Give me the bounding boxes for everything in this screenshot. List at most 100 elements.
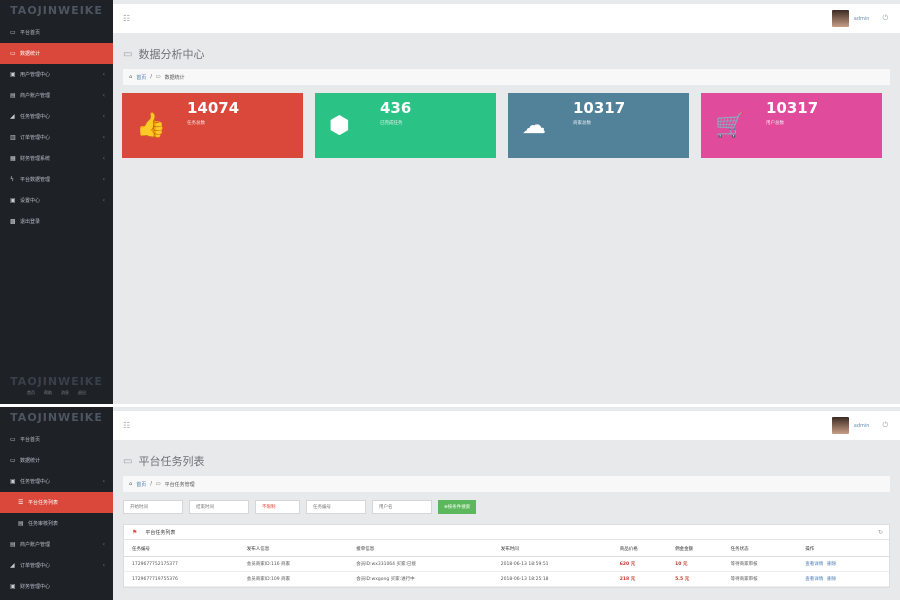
top-bar: ☷ admin ⏻ [113, 407, 900, 440]
sidebar-item[interactable]: ▤ 商户账户管理 ‹ [0, 534, 113, 555]
file-icon: ▦ [10, 155, 16, 162]
commission-value: 10 [675, 562, 682, 567]
sidebar-item[interactable]: ▣ 任务管理中心 ‹ [0, 471, 113, 492]
table-row: 1729677719755376 会员商家ID:109 商家 会员ID:wxgong… [124, 571, 889, 587]
sidebar-item[interactable]: ▥ 订单管理中心 ‹ [0, 127, 113, 148]
sidebar: TAOJINWEIKE ▭ 平台首页 ▭ 数据统计 ▣ 任务管理中心 ‹ ☰ 平台任务列表 ▤ 任务… [0, 407, 113, 600]
stat-card[interactable]: 👍 14074 任务总数 [122, 93, 303, 158]
filter-input[interactable]: 任务编号 [306, 500, 366, 514]
sidebar-item[interactable]: ▭ 数据统计 [0, 450, 113, 471]
dashboard-screenshot: TAOJINWEIKE ▭ 平台首页 ▭ 数据统计 ▣ 用户管理中心 ‹ ▤ 商户账户管理 ‹ ◢ 任… [0, 0, 900, 404]
power-icon[interactable]: ⏻ [882, 14, 888, 22]
bolt-icon: ϟ [10, 176, 14, 183]
avatar[interactable] [831, 417, 849, 434]
sidebar-item[interactable]: ☰ 平台任务列表 [0, 492, 113, 513]
main-content: ☷ admin ⏻ ▭ 数据分析中心 ⌂ 首页 / ▭ 数据统计 👍 14074 任… [113, 0, 900, 404]
sidebar-item[interactable]: ▭ 平台首页 [0, 22, 113, 43]
task-list-screenshot: TAOJINWEIKE ▭ 平台首页 ▭ 数据统计 ▣ 任务管理中心 ‹ ☰ 平台任务列表 ▤ 任务… [0, 407, 900, 600]
refresh-icon[interactable]: ↻ [877, 528, 883, 536]
username[interactable]: admin [853, 422, 870, 429]
stat-card[interactable]: ⬢ 436 已完成任务 [315, 93, 496, 158]
breadcrumb: ⌂ 首页 / ▭ 平台任务管理 [123, 476, 890, 492]
laptop-icon: ▭ [155, 74, 161, 80]
chart-icon: ▭ [10, 457, 16, 464]
sidebar-item[interactable]: ▭ 平台首页 [0, 429, 113, 450]
chevron-icon: ‹ [102, 134, 105, 141]
footer-link-logout[interactable]: 退出 [78, 390, 86, 395]
sidebar-item[interactable]: ◢ 订单管理中心 ‹ [0, 555, 113, 576]
sidebar-item-label: 数据统计 [20, 458, 41, 464]
user-area: admin ⏻ [831, 10, 888, 27]
username[interactable]: admin [853, 15, 870, 22]
table-header-bar: ⚑ 平台任务列表 ↻ [124, 525, 889, 540]
stat-card[interactable]: 🛒 10317 用户总数 [701, 93, 882, 158]
sidebar: TAOJINWEIKE ▭ 平台首页 ▭ 数据统计 ▣ 用户管理中心 ‹ ▤ 商户账户管理 ‹ ◢ 任… [0, 0, 113, 404]
sidebar-item[interactable]: ▣ 财务管理中心 [0, 576, 113, 597]
bar-chart-icon: ◢ [10, 113, 15, 120]
sidebar-item-label: 用户管理中心 [20, 72, 51, 78]
stat-cards: 👍 14074 任务总数 ⬢ 436 已完成任务 ☁ 10317 商家总数 🛒 10317 用户总数 [122, 93, 890, 158]
stat-label: 商家总数 [573, 121, 591, 126]
menu-toggle-icon[interactable]: ☷ [123, 421, 131, 430]
sidebar-nav: ▭ 平台首页 ▭ 数据统计 ▣ 用户管理中心 ‹ ▤ 商户账户管理 ‹ ◢ 任务管理中心 ‹ ▥ 订单管理中… [0, 22, 113, 232]
cloud-download-icon: ☁ [522, 111, 546, 139]
breadcrumb-current: 数据统计 [164, 74, 185, 81]
laptop-icon: ▭ [123, 455, 133, 467]
lock-icon: ▣ [10, 71, 16, 78]
price-value: 218 [619, 577, 630, 582]
sidebar-item[interactable]: ▣ 用户管理中心 ‹ [0, 64, 113, 85]
sidebar-item[interactable]: ▭ 数据统计 [0, 43, 113, 64]
chevron-icon: ‹ [102, 478, 105, 485]
search-button[interactable]: ⊕ 按条件搜索 [438, 500, 477, 514]
chart-icon: ▭ [10, 50, 16, 57]
breadcrumb-home[interactable]: 首页 [136, 74, 147, 81]
cell-time: 2018-06-13 18:25:18 [492, 571, 612, 587]
delete-link[interactable]: 删除 [827, 577, 837, 582]
sidebar-item-label: 退出登录 [20, 219, 41, 225]
server-icon: ▣ [10, 197, 16, 204]
filter-input[interactable]: 结束时间 [189, 500, 249, 514]
cell-publisher: 会员商家ID:109 商家 [238, 571, 349, 587]
sidebar-item[interactable]: ▣ 设置中心 ‹ [0, 190, 113, 211]
stat-card[interactable]: ☁ 10317 商家总数 [508, 93, 689, 158]
sidebar-item-label: 任务审核列表 [28, 521, 59, 527]
sidebar-item-label: 任务管理中心 [20, 114, 51, 120]
view-details-link[interactable]: 查看详情 [805, 577, 824, 582]
home-icon: ⌂ [129, 481, 133, 487]
sidebar-footer: TAOJINWEIKE 首页 帮助 消息 退出 [0, 375, 113, 396]
sidebar-item-label: 平台数据管理 [20, 177, 51, 183]
cell-price: 218 元 [611, 571, 668, 587]
sidebar-item[interactable]: ▩ 退出登录 [0, 211, 113, 232]
footer-link-messages[interactable]: 消息 [61, 390, 69, 395]
sidebar-item[interactable]: ◢ 任务管理中心 ‹ [0, 106, 113, 127]
cell-status: 等待商家审核 [722, 571, 798, 587]
sidebar-item[interactable]: ▤ 商户账户管理 ‹ [0, 85, 113, 106]
stat-label: 已完成任务 [380, 121, 403, 126]
cell-receiver: 会员ID:wx331064 买家:已接 [348, 556, 493, 572]
filter-input[interactable]: 开始时间 [123, 500, 183, 514]
breadcrumb-separator: / [150, 74, 152, 80]
sidebar-item[interactable]: ▤ 任务审核列表 [0, 513, 113, 534]
table-header-row: 任务编号 发布人信息 接单信息 发布时间 商品价格 佣金金额 任务状态 操作 [124, 540, 889, 557]
view-details-link[interactable]: 查看详情 [805, 562, 824, 567]
chevron-icon: ‹ [102, 113, 105, 120]
chevron-icon: ‹ [102, 71, 105, 78]
cell-actions: 查看详情 删除 [797, 571, 889, 587]
footer-brand-logo: TAOJINWEIKE [10, 375, 103, 388]
menu-toggle-icon[interactable]: ☷ [123, 14, 131, 23]
sidebar-item[interactable]: ▦ 财务管理系统 ‹ [0, 148, 113, 169]
server-icon: ▣ [10, 583, 16, 590]
filter-input[interactable]: 不限制 [255, 500, 300, 514]
stat-label: 任务总数 [187, 121, 205, 126]
cell-actions: 查看详情 删除 [797, 556, 889, 572]
column-header: 发布时间 [492, 540, 612, 557]
delete-link[interactable]: 删除 [827, 562, 837, 567]
stat-value: 10317 [573, 99, 626, 117]
sidebar-item[interactable]: ϟ 平台数据管理 ‹ [0, 169, 113, 190]
filter-input[interactable]: 用户名 [372, 500, 432, 514]
footer-link-home[interactable]: 首页 [27, 390, 35, 395]
power-icon[interactable]: ⏻ [882, 421, 888, 429]
footer-link-help[interactable]: 帮助 [44, 390, 52, 395]
avatar[interactable] [831, 10, 849, 27]
breadcrumb-home[interactable]: 首页 [136, 481, 147, 488]
